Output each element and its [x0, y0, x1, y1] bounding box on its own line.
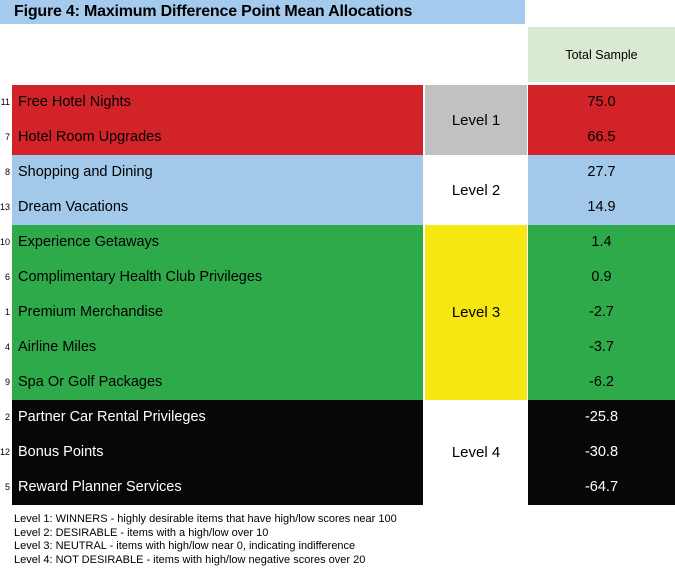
row-item-label: Spa Or Golf Packages: [12, 365, 423, 400]
row-item-label: Partner Car Rental Privileges: [12, 400, 423, 435]
legend-line-level-2: Level 2: DESIRABLE - items with a high/l…: [14, 526, 269, 539]
row-value: -25.8: [528, 400, 675, 435]
row-value: -30.8: [528, 435, 675, 470]
row-value: -64.7: [528, 470, 675, 505]
row-rank: 10: [0, 237, 11, 247]
row-item-label: Airline Miles: [12, 330, 423, 365]
row-item-label: Shopping and Dining: [12, 155, 423, 190]
level-1-box: Level 1: [425, 85, 527, 155]
row-item-label: Experience Getaways: [12, 225, 423, 260]
row-item-label: Complimentary Health Club Privileges: [12, 260, 423, 295]
level-legend: Level 1: WINNERS - highly desirable item…: [14, 513, 397, 567]
row-value: 1.4: [528, 225, 675, 260]
figure-title: Figure 4: Maximum Difference Point Mean …: [14, 3, 413, 20]
figure-title-bar: Figure 4: Maximum Difference Point Mean …: [0, 0, 525, 24]
row-rank: 9: [4, 377, 10, 387]
row-rank: 11: [0, 97, 10, 107]
row-rank: 8: [4, 167, 10, 177]
level-4-box: Level 4: [425, 400, 527, 505]
row-rank: 5: [4, 482, 10, 492]
level-3-box: Level 3: [425, 225, 527, 400]
legend-line-level-3: Level 3: NEUTRAL - items with high/low n…: [14, 540, 356, 552]
row-value: -2.7: [528, 295, 675, 330]
row-value: -3.7: [528, 330, 675, 365]
row-rank: 4: [4, 342, 10, 352]
row-value: 66.5: [528, 120, 675, 155]
row-value: 14.9: [528, 190, 675, 225]
row-rank: 12: [0, 447, 11, 457]
legend-line-level-4: Level 4: NOT DESIRABLE - items with high…: [14, 553, 366, 566]
row-rank: 7: [4, 132, 10, 142]
row-rank: 2: [4, 412, 10, 422]
row-item-label: Premium Merchandise: [12, 295, 423, 330]
row-item-label: Dream Vacations: [12, 190, 423, 225]
row-rank: 1: [4, 307, 10, 317]
total-sample-column-header: Total Sample: [528, 27, 675, 82]
row-item-label: Free Hotel Nights: [12, 85, 423, 120]
row-value: 27.7: [528, 155, 675, 190]
row-rank: 6: [4, 272, 10, 282]
row-value: -6.2: [528, 365, 675, 400]
row-value: 75.0: [528, 85, 675, 120]
level-2-box: Level 2: [425, 155, 527, 225]
row-item-label: Bonus Points: [12, 435, 423, 470]
row-item-label: Reward Planner Services: [12, 470, 423, 505]
row-item-label: Hotel Room Upgrades: [12, 120, 423, 155]
row-value: 0.9: [528, 260, 675, 295]
legend-line-level-1: Level 1: WINNERS - highly desirable item…: [14, 513, 397, 525]
row-rank: 13: [0, 202, 11, 212]
